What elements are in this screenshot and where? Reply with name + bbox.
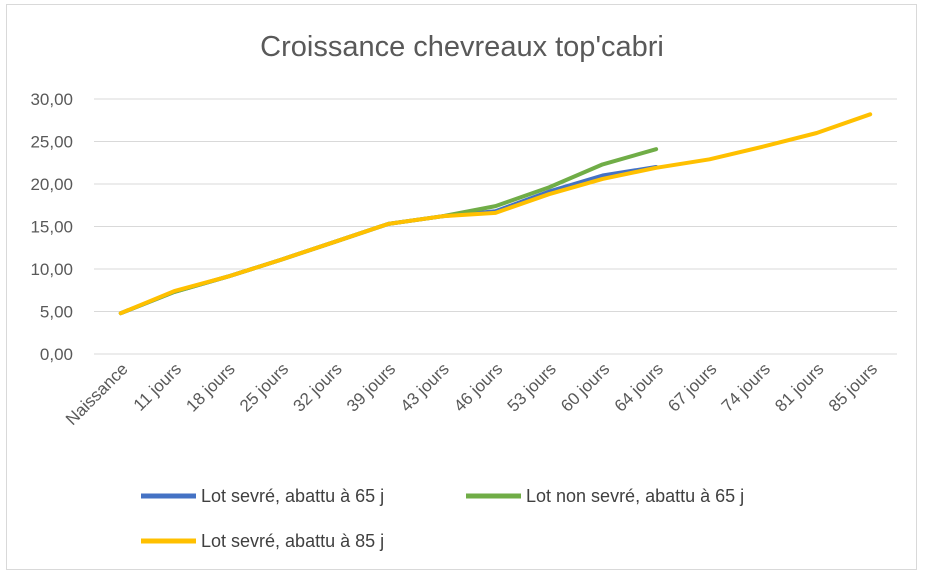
x-tick-label: 53 jours xyxy=(504,359,560,415)
chart-title: Croissance chevreaux top'cabri xyxy=(260,31,664,63)
x-tick-label: 25 jours xyxy=(236,359,292,415)
series-line-3 xyxy=(118,112,873,316)
x-tick-label: 67 jours xyxy=(664,359,720,415)
x-tick-label: 74 jours xyxy=(718,359,774,415)
y-tick-label: 5,00 xyxy=(40,303,73,322)
series-line-1 xyxy=(118,165,659,316)
x-tick-label: 60 jours xyxy=(557,359,613,415)
y-tick-label: 30,00 xyxy=(30,90,73,109)
x-tick-label: 43 jours xyxy=(397,359,453,415)
x-tick-label: 18 jours xyxy=(182,359,238,415)
x-tick-label: 39 jours xyxy=(343,359,399,415)
x-tick-label: 85 jours xyxy=(825,359,881,415)
x-tick-label: 64 jours xyxy=(611,359,667,415)
series-line-2 xyxy=(118,147,659,316)
y-tick-label: 0,00 xyxy=(40,345,73,364)
grid-lines xyxy=(94,98,897,355)
series-lines xyxy=(118,112,873,316)
legend-label: Lot sevré, abattu à 85 j xyxy=(201,531,384,551)
x-tick-label: 46 jours xyxy=(450,359,506,415)
legend: Lot sevré, abattu à 65 j Lot non sevré, a… xyxy=(141,486,744,551)
legend-label: Lot non sevré, abattu à 65 j xyxy=(526,486,744,506)
y-tick-label: 15,00 xyxy=(30,218,73,237)
x-tick-label: 11 jours xyxy=(130,359,185,414)
x-tick-label: 32 jours xyxy=(290,359,346,415)
x-tick-label: Naissance xyxy=(62,359,132,429)
chart-frame xyxy=(6,4,917,570)
y-tick-label: 20,00 xyxy=(30,175,73,194)
y-tick-label: 25,00 xyxy=(30,133,73,152)
y-tick-label: 10,00 xyxy=(30,260,73,279)
x-tick-label: 81 jours xyxy=(771,359,827,415)
y-axis-ticks: 0,00 5,00 10,00 15,00 20,00 25,00 30,00 xyxy=(30,90,73,364)
legend-label: Lot sevré, abattu à 65 j xyxy=(201,486,384,506)
